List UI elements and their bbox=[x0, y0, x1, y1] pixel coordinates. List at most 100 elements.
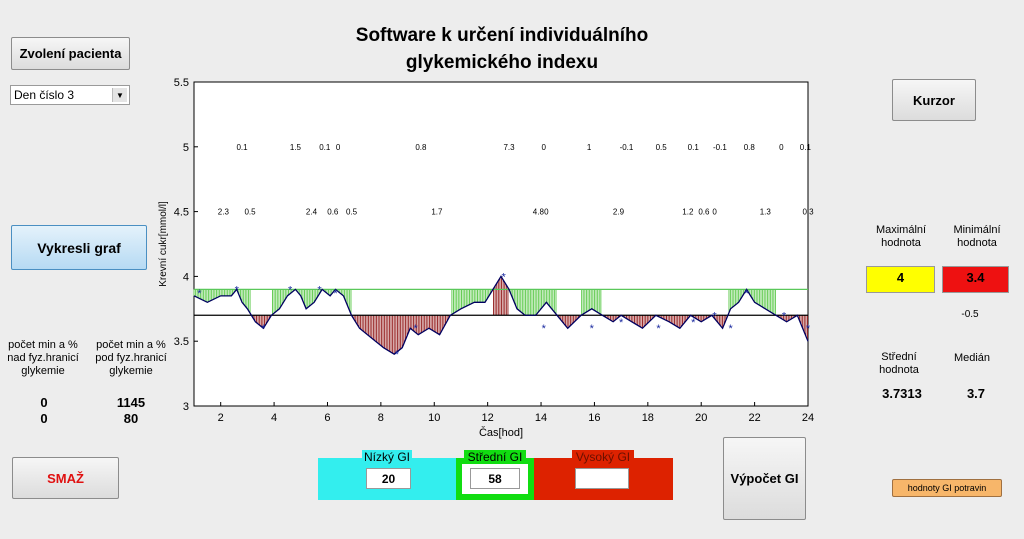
data-marker: * bbox=[288, 284, 293, 296]
below-limit-label: počet min a % pod fyz.hranicí glykemie bbox=[90, 339, 172, 378]
data-marker: * bbox=[413, 323, 418, 335]
x-tick-label: 16 bbox=[588, 412, 600, 424]
data-marker: * bbox=[619, 317, 624, 329]
data-marker: * bbox=[261, 323, 266, 335]
chart-annotation: 1.5 bbox=[290, 143, 302, 152]
min-value-label-line: hodnota bbox=[957, 237, 997, 249]
x-tick-label: 14 bbox=[535, 412, 547, 424]
day-select[interactable]: Den číslo 3 ▼ bbox=[10, 85, 130, 105]
data-marker: * bbox=[235, 284, 240, 296]
draw-graph-button[interactable]: Vykresli graf bbox=[11, 225, 147, 270]
x-tick-label: 8 bbox=[378, 412, 384, 424]
chart-annotation: 1.7 bbox=[431, 208, 443, 217]
above-limit-label-line: nad fyz.hranicí bbox=[7, 352, 79, 364]
gi-foods-button[interactable]: hodnoty GI potravin bbox=[892, 479, 1002, 497]
data-marker: * bbox=[502, 271, 507, 283]
delete-button[interactable]: SMAŽ bbox=[12, 457, 119, 499]
mid-gi-label: Střední GI bbox=[464, 450, 526, 464]
chart-annotation: 2.4 bbox=[306, 208, 318, 217]
below-limit-label-line: glykemie bbox=[109, 365, 153, 377]
x-tick-label: 20 bbox=[695, 412, 707, 424]
chart-annotation: 0.3 bbox=[802, 208, 814, 217]
chart-annotation: 0.1 bbox=[236, 143, 248, 152]
high-gi-label: Vysoký GI bbox=[572, 450, 634, 464]
mean-value-label: Střední hodnota bbox=[864, 351, 934, 377]
difference-value: -0.5 bbox=[961, 309, 979, 320]
below-limit-label-line: počet min a % bbox=[96, 339, 166, 351]
max-value-label: Maximální hodnota bbox=[866, 224, 936, 250]
x-tick-label: 24 bbox=[802, 412, 814, 424]
median-value: 3.7 bbox=[966, 386, 986, 401]
compute-gi-button[interactable]: Výpočet GI bbox=[723, 437, 806, 520]
x-tick-label: 2 bbox=[218, 412, 224, 424]
chart-annotation: 0.5 bbox=[346, 208, 358, 217]
data-marker: * bbox=[728, 323, 733, 335]
mid-gi-panel bbox=[456, 458, 534, 500]
data-marker: * bbox=[712, 310, 717, 322]
plot-area bbox=[193, 81, 809, 407]
min-value-label-line: Minimální bbox=[953, 224, 1001, 236]
chart-annotation: 0 bbox=[779, 143, 784, 152]
page-title-line2: glykemického indexu bbox=[405, 52, 599, 73]
above-limit-minutes: 0 bbox=[40, 395, 48, 410]
chart-annotation: 0.8 bbox=[744, 143, 756, 152]
data-marker: * bbox=[395, 349, 400, 361]
chart-annotation: 2.9 bbox=[613, 208, 625, 217]
high-gi-value bbox=[575, 468, 629, 489]
above-limit-label-line: glykemie bbox=[21, 365, 65, 377]
cursor-button[interactable]: Kurzor bbox=[892, 79, 976, 121]
chart-annotation: 0.1 bbox=[688, 143, 700, 152]
glucose-curve bbox=[193, 275, 809, 355]
mean-value: 3.7313 bbox=[882, 386, 922, 401]
chevron-down-icon[interactable]: ▼ bbox=[112, 88, 127, 102]
below-limit-label-line: pod fyz.hranicí bbox=[95, 352, 167, 364]
low-gi-value: 20 bbox=[366, 468, 411, 489]
data-marker: * bbox=[782, 310, 787, 322]
chart-annotation: 1 bbox=[587, 143, 592, 152]
low-gi-label: Nízký GI bbox=[362, 450, 412, 464]
mid-gi-value: 58 bbox=[470, 468, 520, 489]
chart-annotation: 0.6 bbox=[327, 208, 339, 217]
chart-annotation: 1.3 bbox=[760, 208, 772, 217]
median-label: Medián bbox=[953, 352, 991, 364]
chart-annotation: 0 bbox=[541, 143, 546, 152]
data-marker: * bbox=[590, 323, 595, 335]
day-select-value: Den číslo 3 bbox=[14, 88, 75, 102]
chart-annotation: 0.5 bbox=[656, 143, 668, 152]
below-limit-percent: 80 bbox=[123, 411, 139, 426]
chart-annotation: 0.1 bbox=[800, 143, 812, 152]
y-tick-label: 4.5 bbox=[174, 207, 189, 219]
max-value-box: 4 bbox=[866, 266, 935, 293]
chart-annotation: 4.8 bbox=[533, 208, 545, 217]
chart-annotation: 0 bbox=[544, 208, 549, 217]
below-limit-minutes: 1145 bbox=[116, 395, 146, 410]
min-value-box: 3.4 bbox=[942, 266, 1009, 293]
data-marker: * bbox=[656, 323, 661, 335]
chart-annotation: 7.3 bbox=[503, 143, 515, 152]
page-title-line1: Software k určení individuálního bbox=[355, 25, 649, 46]
max-value-label-line: hodnota bbox=[881, 237, 921, 249]
max-value-label-line: Maximální bbox=[875, 224, 927, 236]
chart-annotation: 0 bbox=[712, 208, 717, 217]
min-value-label: Minimální hodnota bbox=[942, 224, 1012, 250]
data-marker: * bbox=[333, 288, 338, 300]
glucose-chart: * * * * * * * * * * * * * * * * * * * 0.1 1.5 0.1 0 0.8 7.3 0 1 -0.… bbox=[158, 77, 814, 439]
data-marker: * bbox=[197, 288, 202, 300]
data-marker: * bbox=[744, 288, 749, 300]
y-tick-label: 5 bbox=[183, 142, 189, 154]
x-tick-label: 22 bbox=[748, 412, 760, 424]
chart-annotation: -0.1 bbox=[713, 143, 727, 152]
chart-annotation: 1.2 bbox=[682, 208, 694, 217]
above-limit-percent: 0 bbox=[40, 411, 48, 426]
page-title: Software k určení individuálního glykemi… bbox=[300, 22, 704, 76]
y-tick-label: 4 bbox=[183, 271, 189, 283]
chart-annotation: 2.3 bbox=[218, 208, 230, 217]
data-marker: * bbox=[806, 323, 811, 335]
chart-annotation: 0.8 bbox=[415, 143, 427, 152]
y-axis-label: Krevní cukr[mmol/l] bbox=[158, 201, 169, 287]
x-tick-label: 18 bbox=[642, 412, 654, 424]
chart-annotation: 0 bbox=[336, 143, 341, 152]
select-patient-button[interactable]: Zvolení pacienta bbox=[11, 37, 130, 70]
y-tick-label: 3.5 bbox=[174, 336, 189, 348]
data-marker: * bbox=[691, 317, 696, 329]
